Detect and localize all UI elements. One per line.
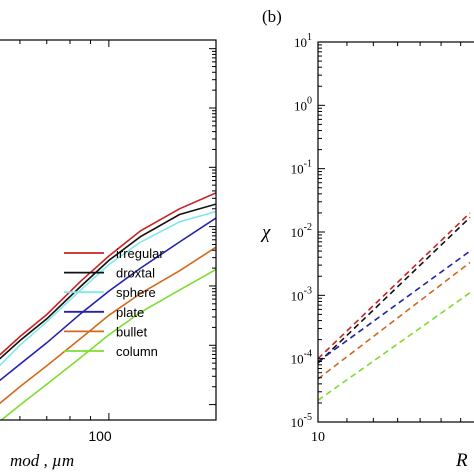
panel-a-series-group <box>0 192 216 420</box>
panel-a-line-plate <box>0 217 216 382</box>
panel-b-series-group <box>318 212 471 401</box>
legend-label-droxtal: droxtal <box>116 266 155 281</box>
panel-b-ytick-label: 10-2 <box>291 222 312 240</box>
legend-label-plate: plate <box>116 305 144 320</box>
panel-a-line-column <box>0 268 216 420</box>
panel-b-yticklabels: 101 100 10-1 10-2 10-3 10-4 10-5 <box>291 32 312 430</box>
legend-label-column: column <box>116 344 158 359</box>
panel-a-xtick-label: 100 <box>88 428 112 444</box>
panel-b-ytick-label: 10-4 <box>291 349 312 367</box>
panel-b-dashed-line-1 <box>318 216 471 364</box>
panel-b-xlabel: R <box>455 450 468 471</box>
panel-a: 100 mod , µm irregular droxtal sphere plate… <box>0 39 217 470</box>
panel-a-xlabel: mod , µm <box>10 451 74 470</box>
panel-a-line-sphere <box>0 210 216 367</box>
panel-a-line-droxtal <box>0 203 216 360</box>
panel-b-ytick-label: 101 <box>294 32 312 50</box>
legend-label-sphere: sphere <box>116 285 156 300</box>
panel-b-ticks <box>318 41 462 423</box>
panel-b-ytick-label: 10-1 <box>291 159 312 177</box>
panel-a-line-bullet <box>0 246 216 405</box>
panel-b-dashed-line-3 <box>318 261 471 380</box>
legend-label-irregular: irregular <box>116 246 164 261</box>
panel-b-ytick-label: 100 <box>294 95 312 113</box>
panel-b-xtick-label: 10 <box>311 430 325 445</box>
legend-label-bullet: bullet <box>116 324 147 339</box>
panel-a-legend: irregular droxtal sphere plate bullet column <box>64 246 164 359</box>
panel-b-label: (b) <box>262 7 282 26</box>
panel-b-frame <box>317 41 474 423</box>
panel-b-ytick-label: 10-5 <box>291 412 312 430</box>
panel-a-ticks <box>19 40 216 420</box>
panel-a-frame <box>0 39 217 421</box>
panel-b: (b) 101 100 10-1 10-2 10-3 10-4 10-5 10 χ R <box>260 7 474 471</box>
panel-b-dashed-line-2 <box>318 250 471 363</box>
panel-b-ylabel: χ <box>260 222 271 243</box>
panel-a-line-irregular <box>0 192 216 356</box>
panel-b-dashed-line-0 <box>318 212 471 360</box>
panel-b-ytick-label: 10-3 <box>291 285 312 303</box>
panel-b-dashed-line-4 <box>318 292 471 401</box>
